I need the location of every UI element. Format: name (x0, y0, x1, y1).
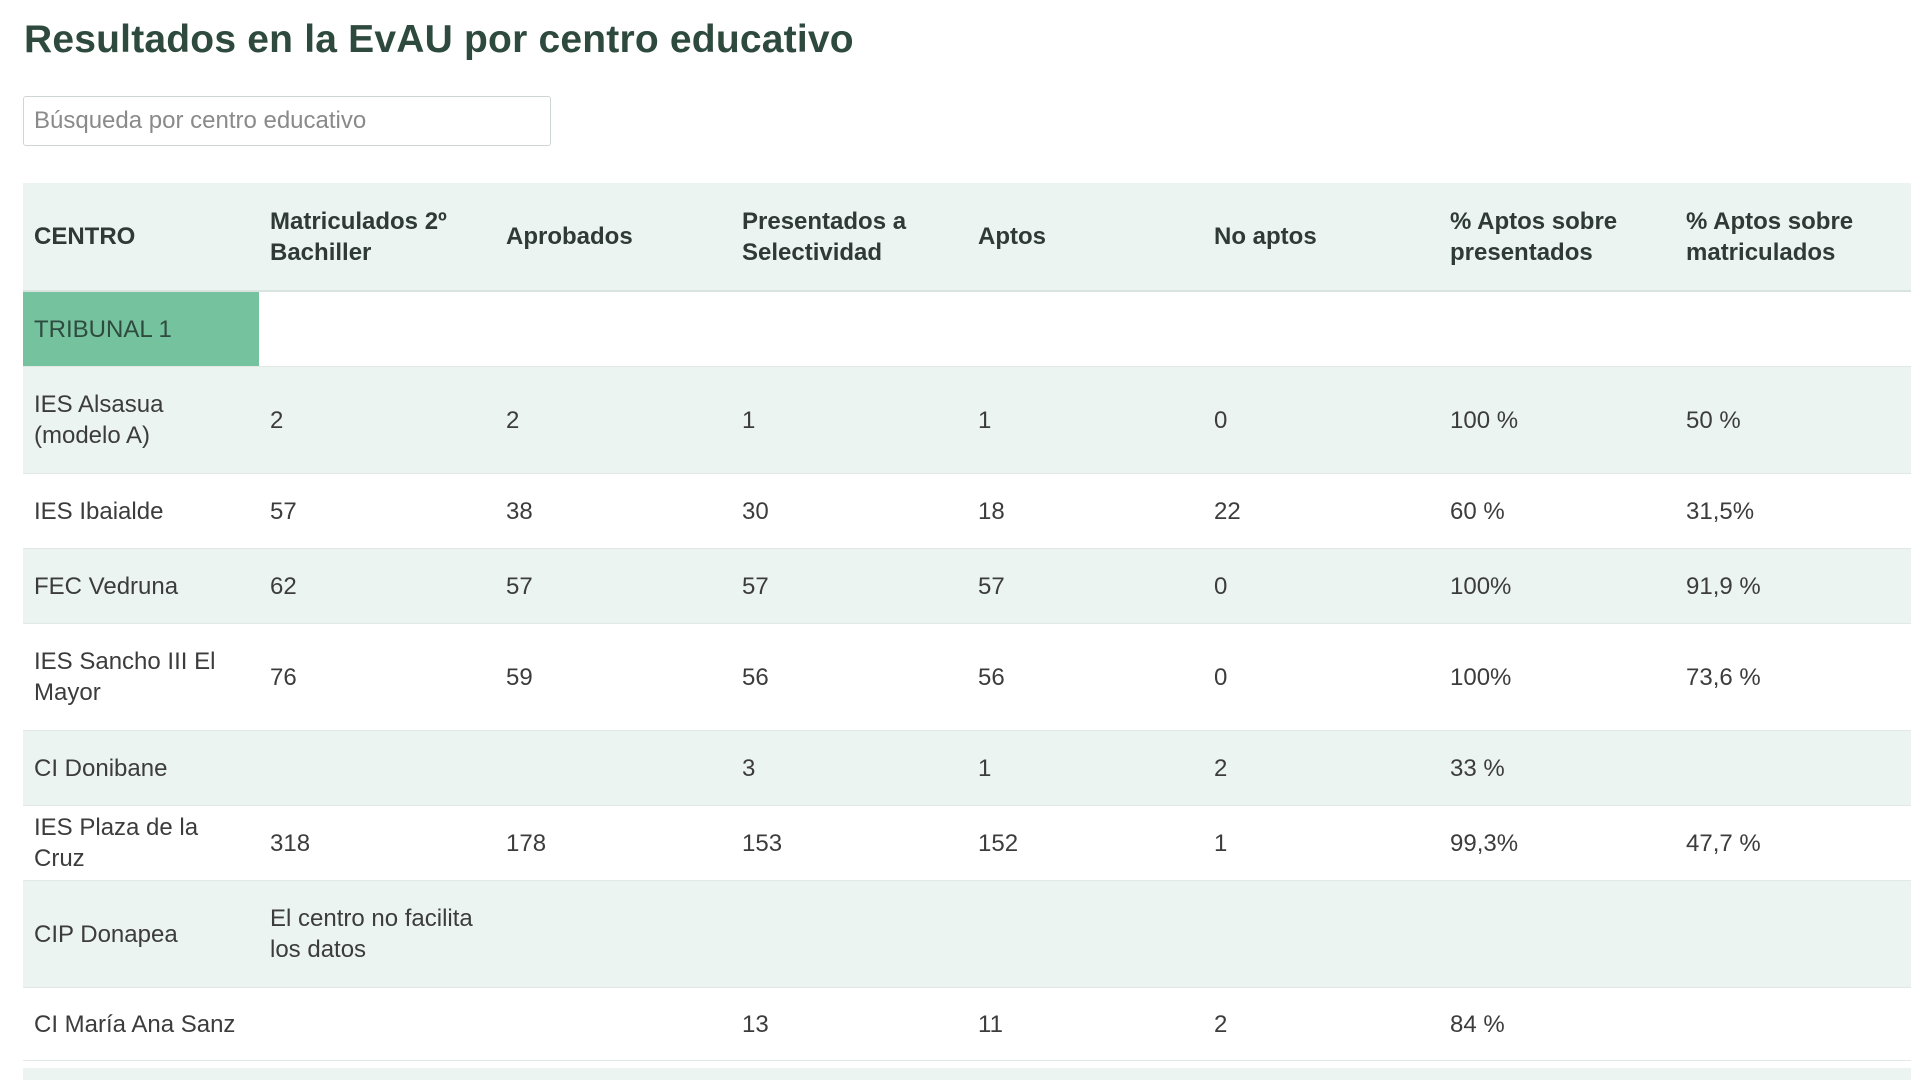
cell-centro: IES Sancho III El Mayor (23, 623, 259, 731)
header-presentados[interactable]: Presentados a Selectividad (731, 183, 967, 292)
cell-centro: IES Ibaialde (23, 473, 259, 549)
cell-aptos: 56 (967, 623, 1203, 731)
table-row: CI Donibane 3 1 2 33 % (23, 730, 1911, 806)
cell-aptos: 152 (967, 805, 1203, 881)
cell-matriculados: 62 (259, 548, 495, 624)
cell-matriculados: 2 (259, 366, 495, 474)
cell-pct-presentados: 100 % (1439, 366, 1675, 474)
table-row: IES Alsasua (modelo A) 2 2 1 1 0 100 % 5… (23, 366, 1911, 474)
cell-matriculados (259, 730, 495, 806)
cell-pct-presentados (1439, 880, 1675, 988)
group-label: TRIBUNAL 1 (23, 291, 259, 367)
cell-presentados: 153 (731, 805, 967, 881)
cell-centro: CIP Donapea (23, 880, 259, 988)
cell-pct-presentados: 33 % (1439, 730, 1675, 806)
cell-aprobados: 2 (495, 366, 731, 474)
cell-centro: CI María Ana Sanz (23, 987, 259, 1061)
cell-matriculados: 76 (259, 623, 495, 731)
cell-pct-matriculados: 47,7 % (1675, 805, 1911, 881)
cell-aprobados: 57 (495, 548, 731, 624)
cell-aptos (967, 880, 1203, 988)
cell-presentados: 57 (731, 548, 967, 624)
table-row: IES Ibaialde 57 38 30 18 22 60 % 31,5% (23, 473, 1911, 549)
cell-aprobados: 59 (495, 623, 731, 731)
header-aprobados[interactable]: Aprobados (495, 183, 731, 292)
cell-no-aptos: 1 (1203, 805, 1439, 881)
results-table: CENTRO Matriculados 2º Bachiller Aprobad… (23, 183, 1911, 1061)
results-table-container: CENTRO Matriculados 2º Bachiller Aprobad… (23, 183, 1911, 1061)
table-row: CI María Ana Sanz 13 11 2 84 % (23, 987, 1911, 1061)
table-row: CIP Donapea El centro no facilita los da… (23, 880, 1911, 988)
cell-no-aptos: 22 (1203, 473, 1439, 549)
cell-no-aptos (1203, 880, 1439, 988)
cell-aptos: 18 (967, 473, 1203, 549)
cell-centro: IES Plaza de la Cruz (23, 805, 259, 881)
cell-pct-matriculados (1675, 880, 1911, 988)
cell-pct-matriculados: 31,5% (1675, 473, 1911, 549)
cell-pct-matriculados (1675, 730, 1911, 806)
header-matriculados[interactable]: Matriculados 2º Bachiller (259, 183, 495, 292)
header-aptos[interactable]: Aptos (967, 183, 1203, 292)
next-row-edge (23, 1068, 1911, 1080)
cell-matriculados: 318 (259, 805, 495, 881)
cell-aptos: 11 (967, 987, 1203, 1061)
cell-presentados: 3 (731, 730, 967, 806)
table-row: FEC Vedruna 62 57 57 57 0 100% 91,9 % (23, 548, 1911, 624)
group-row: TRIBUNAL 1 (23, 291, 1911, 367)
cell-pct-presentados: 99,3% (1439, 805, 1675, 881)
header-pct-matriculados[interactable]: % Aptos sobre matriculados (1675, 183, 1911, 292)
header-centro[interactable]: CENTRO (23, 183, 259, 292)
cell-aprobados (495, 880, 731, 988)
cell-presentados (731, 880, 967, 988)
cell-aptos: 1 (967, 366, 1203, 474)
header-no-aptos[interactable]: No aptos (1203, 183, 1439, 292)
cell-aprobados: 178 (495, 805, 731, 881)
cell-aptos: 1 (967, 730, 1203, 806)
table-row: IES Sancho III El Mayor 76 59 56 56 0 10… (23, 623, 1911, 731)
cell-pct-presentados: 60 % (1439, 473, 1675, 549)
cell-pct-matriculados: 91,9 % (1675, 548, 1911, 624)
cell-no-aptos: 2 (1203, 730, 1439, 806)
cell-no-aptos: 0 (1203, 623, 1439, 731)
cell-presentados: 13 (731, 987, 967, 1061)
cell-no-aptos: 2 (1203, 987, 1439, 1061)
cell-aptos: 57 (967, 548, 1203, 624)
cell-aprobados (495, 987, 731, 1061)
cell-pct-presentados: 100% (1439, 623, 1675, 731)
cell-centro: CI Donibane (23, 730, 259, 806)
cell-centro: IES Alsasua (modelo A) (23, 366, 259, 474)
cell-matriculados (259, 987, 495, 1061)
cell-no-aptos: 0 (1203, 366, 1439, 474)
cell-pct-presentados: 100% (1439, 548, 1675, 624)
page-title: Resultados en la EvAU por centro educati… (24, 18, 854, 61)
cell-pct-matriculados: 73,6 % (1675, 623, 1911, 731)
cell-no-aptos: 0 (1203, 548, 1439, 624)
cell-matriculados: 57 (259, 473, 495, 549)
table-row: IES Plaza de la Cruz 318 178 153 152 1 9… (23, 805, 1911, 881)
cell-pct-matriculados (1675, 987, 1911, 1061)
header-pct-presentados[interactable]: % Aptos sobre presentados (1439, 183, 1675, 292)
search-input[interactable] (23, 96, 551, 146)
cell-matriculados: El centro no facilita los datos (259, 880, 495, 988)
cell-aprobados (495, 730, 731, 806)
table-header-row: CENTRO Matriculados 2º Bachiller Aprobad… (23, 183, 1911, 292)
cell-aprobados: 38 (495, 473, 731, 549)
cell-presentados: 56 (731, 623, 967, 731)
cell-centro: FEC Vedruna (23, 548, 259, 624)
cell-presentados: 1 (731, 366, 967, 474)
cell-pct-presentados: 84 % (1439, 987, 1675, 1061)
cell-presentados: 30 (731, 473, 967, 549)
cell-pct-matriculados: 50 % (1675, 366, 1911, 474)
